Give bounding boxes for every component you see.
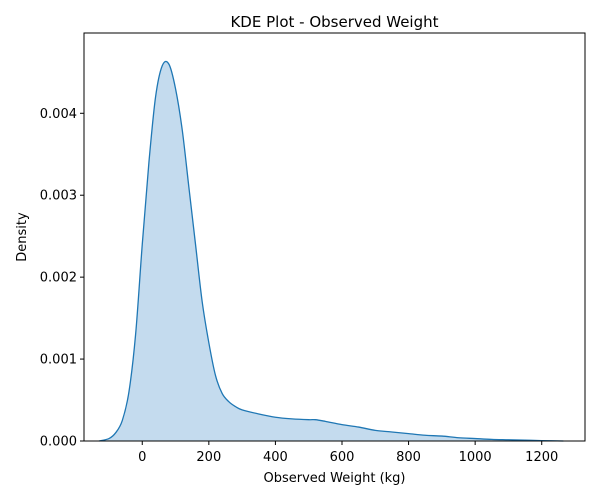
x-axis: 0 200 400 600 800 1000 1200 bbox=[138, 441, 558, 465]
x-tick-label: 800 bbox=[396, 450, 421, 465]
axes-frame bbox=[83, 32, 586, 442]
x-tick-label: 200 bbox=[196, 450, 221, 465]
y-axis-label: Density bbox=[15, 212, 30, 262]
y-tick-label: 0.002 bbox=[40, 271, 77, 286]
x-axis-label: Observed Weight (kg) bbox=[263, 471, 405, 486]
kde-line-0 bbox=[98, 60, 564, 442]
x-tick-label: 0 bbox=[138, 450, 146, 465]
y-tick-label: 0.000 bbox=[40, 435, 77, 450]
plot-area bbox=[98, 60, 564, 442]
y-tick-label: 0.001 bbox=[40, 353, 77, 368]
x-tick-label: 400 bbox=[263, 450, 288, 465]
chart-title: KDE Plot - Observed Weight bbox=[230, 13, 438, 31]
x-tick-label: 600 bbox=[330, 450, 355, 465]
y-tick-label: 0.004 bbox=[40, 107, 77, 122]
y-tick-label: 0.003 bbox=[40, 189, 77, 204]
y-axis: 0.000 0.001 0.002 0.003 0.004 bbox=[40, 107, 84, 450]
kde-area-fill-0 bbox=[98, 61, 564, 441]
x-tick-label: 1000 bbox=[459, 450, 492, 465]
x-tick-label: 1200 bbox=[525, 450, 558, 465]
